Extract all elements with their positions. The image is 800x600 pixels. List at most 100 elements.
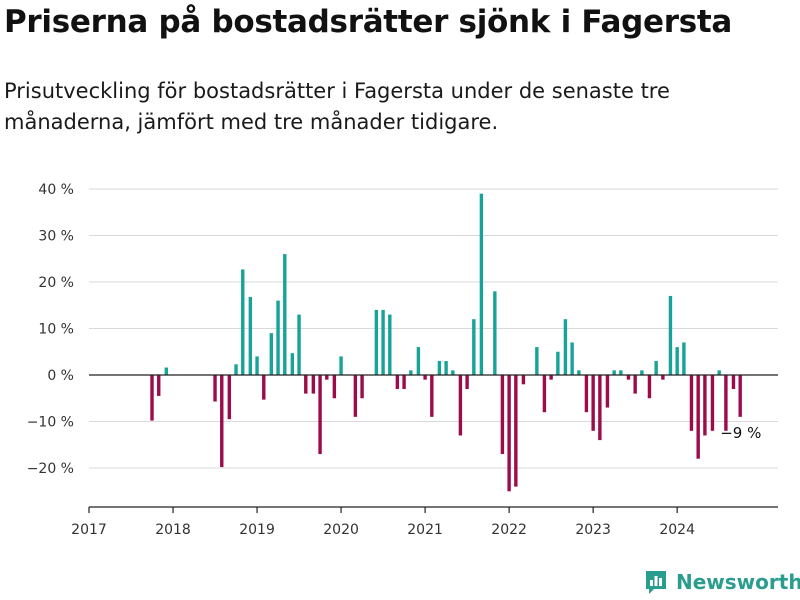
- bar: [542, 375, 547, 413]
- y-tick-label: 40 %: [38, 182, 74, 198]
- last-value-label: −9 %: [720, 424, 761, 442]
- label-layer: 40 % 30 % 20 % 10 % 0 % −10 % −20 % 2017 2018 201…: [27, 182, 762, 538]
- bar: [500, 375, 505, 455]
- bar: [731, 375, 736, 389]
- y-tick-label: 30 %: [38, 229, 74, 245]
- bar: [696, 375, 700, 459]
- x-tick-label: 2017: [71, 522, 107, 538]
- bar: [402, 375, 406, 389]
- bar: [269, 333, 274, 375]
- bar: [591, 375, 595, 431]
- bar-chart-icon: [646, 571, 666, 594]
- bar: [213, 375, 217, 402]
- bar: [605, 375, 610, 408]
- x-tick-label: 2024: [659, 522, 695, 538]
- y-tick-label: −10 %: [27, 415, 74, 431]
- bar: [234, 364, 238, 375]
- bar: [472, 319, 476, 375]
- bar: [374, 309, 379, 375]
- bar: [619, 370, 623, 375]
- x-tick-label: 2018: [155, 522, 191, 538]
- bar: [682, 342, 686, 375]
- bar: [717, 370, 721, 375]
- bar: [738, 375, 742, 417]
- bar: [409, 370, 413, 375]
- bar: [395, 375, 400, 389]
- x-tick-label: 2023: [575, 522, 611, 538]
- bar: [255, 356, 259, 375]
- bars-layer: [150, 193, 742, 492]
- bar: [549, 375, 553, 380]
- bar: [458, 375, 463, 436]
- bar: [430, 375, 434, 417]
- bar: [465, 375, 469, 389]
- bar: [388, 314, 392, 375]
- bar: [577, 370, 581, 375]
- bar: [360, 375, 364, 399]
- bar: [437, 361, 442, 375]
- x-tick-label: 2019: [239, 522, 275, 538]
- bar: [339, 356, 343, 375]
- bar: [570, 342, 574, 375]
- chart-subtitle: Prisutveckling för bostadsrätter i Fager…: [4, 79, 670, 134]
- bar: [304, 375, 308, 394]
- bar: [633, 375, 637, 394]
- bar: [311, 375, 316, 394]
- bar: [423, 375, 427, 380]
- bar: [661, 375, 665, 380]
- bar: [640, 370, 644, 375]
- bar: [353, 375, 358, 417]
- bar: [220, 375, 224, 468]
- chart-title: Priserna på bostadsrätter sjönk i Fagers…: [4, 4, 732, 40]
- bar: [297, 314, 301, 375]
- axis-layer: [88, 374, 778, 513]
- bar: [626, 375, 631, 380]
- bar: [612, 370, 616, 375]
- x-tick-label: 2022: [491, 522, 527, 538]
- bar: [381, 309, 385, 375]
- bar: [689, 375, 694, 431]
- bar: [451, 370, 455, 375]
- bar: [668, 295, 673, 375]
- bar: [164, 367, 168, 375]
- bar: [276, 300, 280, 375]
- bar: [479, 193, 484, 375]
- bar: [444, 361, 448, 375]
- bar: [703, 375, 707, 436]
- bar: [647, 375, 652, 399]
- bar: [507, 375, 511, 492]
- x-tick-label: 2021: [407, 522, 443, 538]
- grid-layer: [89, 188, 778, 469]
- bar: [710, 375, 715, 431]
- y-tick-label: 10 %: [38, 322, 74, 338]
- y-tick-label: 20 %: [38, 275, 74, 291]
- newsworthy-logo: Newsworthy: [644, 569, 800, 595]
- y-tick-label: 0 %: [47, 368, 74, 384]
- bar: [724, 375, 728, 431]
- bar: [332, 375, 337, 399]
- bar: [563, 319, 568, 375]
- bar: [290, 353, 295, 375]
- y-tick-label: −20 %: [27, 461, 74, 477]
- bar: [514, 375, 518, 487]
- bar: [675, 347, 679, 375]
- bar: [157, 375, 161, 396]
- bar: [283, 254, 287, 375]
- bar: [416, 347, 421, 375]
- bar: [325, 375, 329, 380]
- bar: [535, 347, 539, 375]
- bar: [227, 375, 232, 420]
- bar: [262, 375, 266, 400]
- logo-text: Newsworthy: [676, 570, 800, 594]
- bar: [584, 375, 589, 413]
- bar: [493, 291, 497, 375]
- bar: [318, 375, 322, 455]
- bar: [654, 361, 658, 375]
- bar: [556, 351, 560, 375]
- bar: [150, 375, 154, 421]
- bar: [598, 375, 602, 441]
- x-tick-label: 2020: [323, 522, 359, 538]
- bar: [248, 296, 253, 375]
- bar: [521, 375, 526, 385]
